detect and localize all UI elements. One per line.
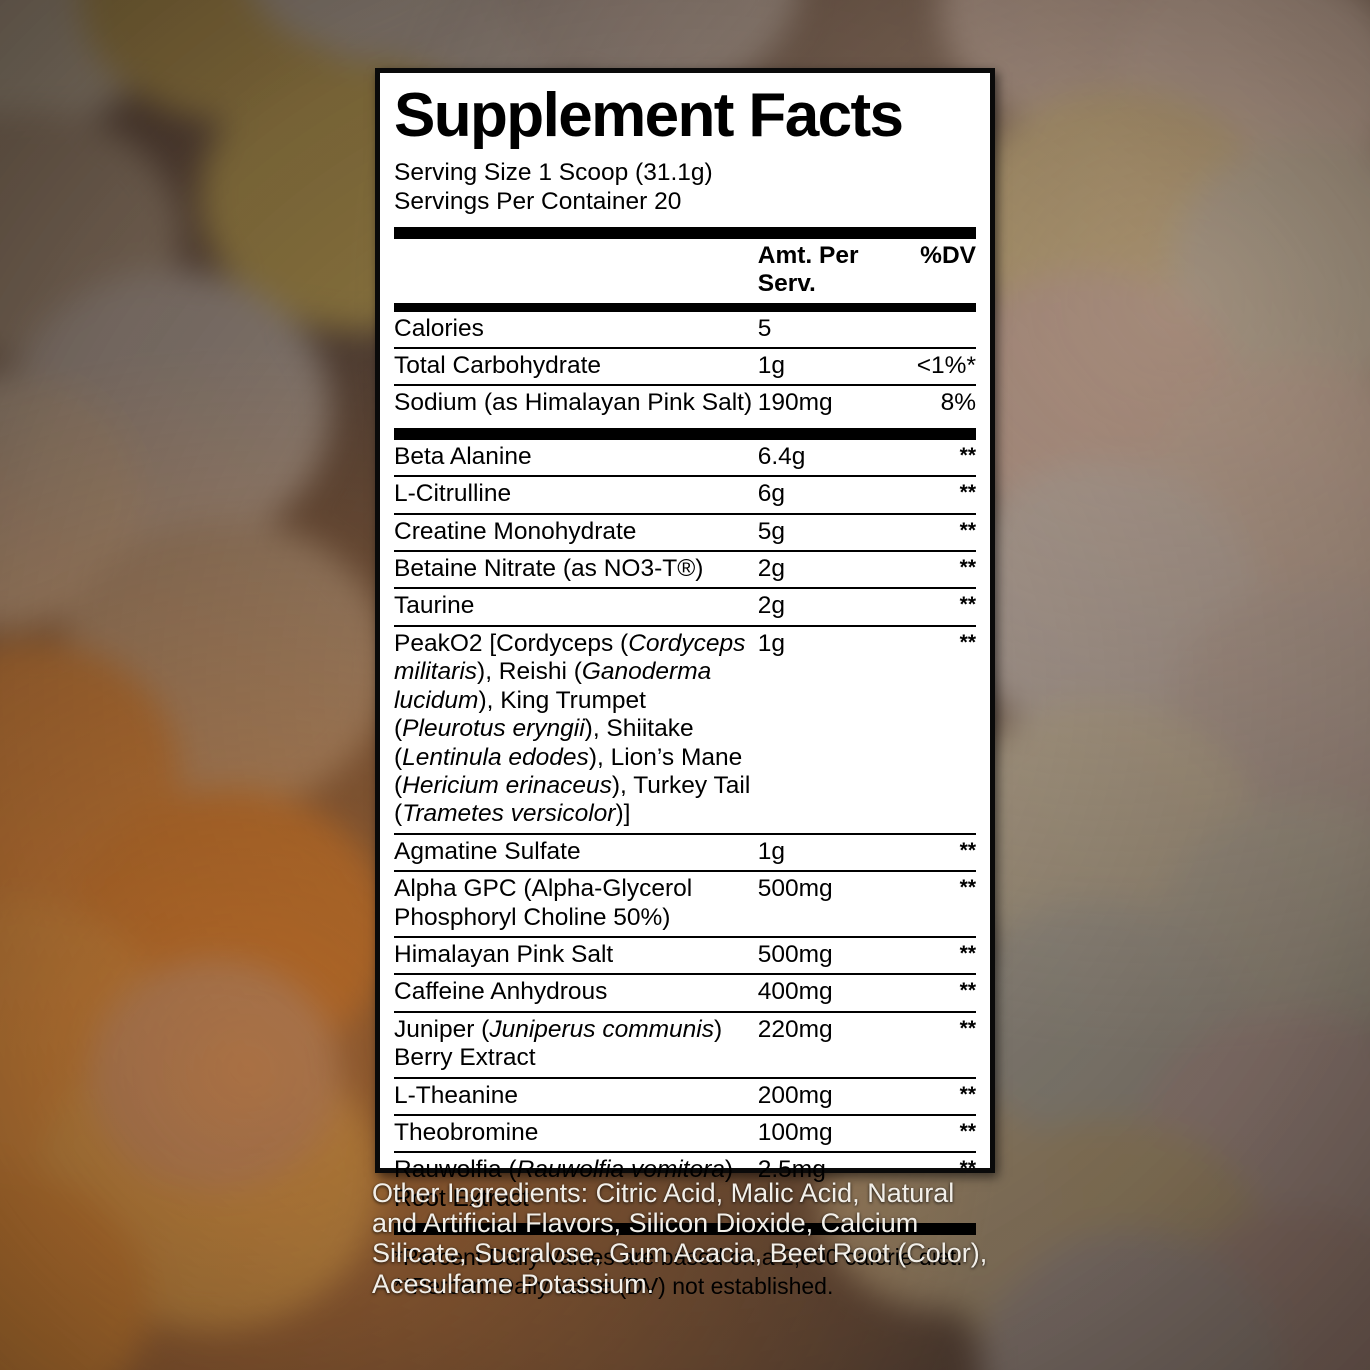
row-amount: 2.5mg (757, 1156, 826, 1184)
row-name: Alpha GPC (Alpha-Glycerol Phosphoryl Cho… (394, 871, 758, 938)
table-row: Caffeine Anhydrous 400mg ** (394, 974, 976, 1013)
row-dv: <1%* (897, 348, 976, 387)
table-row: Betaine Nitrate (as NO3-T®) 2g ** (394, 551, 976, 590)
table-row: Beta Alanine 6.4g ** (394, 439, 976, 478)
other-ingredients-line-4: Acesulfame Potassium. (372, 1268, 655, 1299)
row-amount: 1g (757, 833, 898, 873)
ingredients-table: Beta Alanine 6.4g ** L-Citrulline 6g ** … (394, 439, 976, 1217)
table-row: L-Citrulline 6g ** (394, 476, 976, 515)
table-row: Creatine Monohydrate 5g ** (394, 513, 976, 553)
divider-thick-middle (394, 427, 976, 440)
row-name: Theobromine (394, 1114, 758, 1154)
row-amount: 220mg (757, 1011, 898, 1079)
row-dv: ** (897, 833, 976, 873)
row-name: Taurine (394, 588, 758, 627)
serving-size-text: Serving Size 1 Scoop (31.1g) (394, 159, 713, 186)
row-name: Rauwolfia (Rauwolfia vomitora) Root Extr… (394, 1156, 734, 1212)
row-name: Himalayan Pink Salt (394, 936, 758, 976)
table-row: Alpha GPC (Alpha-Glycerol Phosphoryl Cho… (394, 871, 976, 938)
table-row: Calories 5 (394, 311, 976, 350)
row-amount: 2g (757, 551, 898, 590)
row-name: PeakO2 [Cordyceps (Cordyceps militaris),… (394, 625, 758, 835)
other-ingredients-line-2: and Artificial Flavors, Silicon Dioxide,… (372, 1208, 919, 1239)
row-amount: 500mg (757, 936, 898, 976)
other-ingredients-line-1: Other Ingredients: Citric Acid, Malic Ac… (372, 1178, 955, 1208)
row-name: L-Theanine (394, 1077, 758, 1116)
servings-per-container-text: Servings Per Container 20 (394, 187, 682, 215)
row-name: Betaine Nitrate (as NO3-T®) (394, 551, 758, 590)
table-row: Rauwolfia (Rauwolfia vomitora) Root Extr… (394, 1152, 976, 1217)
row-dv: ** (897, 974, 976, 1013)
row-dv: ** (897, 871, 976, 938)
row-dv: 8% (940, 389, 976, 417)
row-dv: ** (897, 625, 976, 835)
row-name: Caffeine Anhydrous (394, 974, 758, 1013)
divider-thick-bottom (394, 1223, 976, 1236)
row-amount: 100mg (757, 1114, 898, 1154)
supplement-facts-panel: Supplement Facts Serving Size 1 Scoop (3… (375, 68, 995, 1299)
row-amount: 190mg (757, 389, 833, 417)
table-row: Theobromine 100mg ** (394, 1114, 976, 1154)
row-name: Sodium (as Himalayan Pink Salt) (394, 389, 753, 417)
row-amount: 200mg (757, 1077, 898, 1116)
row-dv: ** (897, 1114, 976, 1154)
row-name: Juniper (Juniperus communis) Berry Extra… (394, 1011, 758, 1079)
table-row: Juniper (Juniperus communis) Berry Extra… (394, 1011, 976, 1079)
header-percent-dv: %DV (897, 238, 976, 305)
table-row: L-Theanine 200mg ** (394, 1077, 976, 1116)
row-dv: ** (897, 513, 976, 553)
row-amount: 1g (757, 348, 898, 387)
row-name: Creatine Monohydrate (394, 513, 758, 553)
header-amount-per-serving: Amt. Per Serv. (757, 238, 898, 305)
row-dv: ** (897, 551, 976, 590)
header-blank (394, 238, 758, 305)
table-row: Total Carbohydrate 1g <1%* (394, 348, 976, 387)
table-header-row: Amt. Per Serv. %DV (394, 238, 976, 305)
row-dv: ** (897, 936, 976, 976)
row-name: L-Citrulline (394, 476, 758, 515)
row-dv: ** (959, 1157, 976, 1181)
row-dv: ** (897, 476, 976, 515)
divider-medium-under-header (394, 304, 976, 312)
other-ingredients-block: Other Ingredients: Citric Acid, Malic Ac… (372, 1178, 1004, 1299)
row-amount: 5 (757, 311, 898, 350)
row-amount: 6.4g (757, 439, 898, 478)
row-amount: 500mg (757, 871, 898, 938)
row-amount: 5g (757, 513, 898, 553)
table-row: Himalayan Pink Salt 500mg ** (394, 936, 976, 976)
footnote-daily-values: *Percent Daily Values are based on a 2,0… (394, 1244, 963, 1271)
row-dv: ** (897, 588, 976, 627)
row-amount: 400mg (757, 974, 898, 1013)
other-ingredients-line-3: Silicate, Sucralose, Gum Acacia, Beet Ro… (372, 1238, 988, 1269)
table-row: PeakO2 [Cordyceps (Cordyceps militaris),… (394, 625, 976, 835)
row-amount: 6g (757, 476, 898, 515)
row-amount: 2g (757, 588, 898, 627)
page-title: Supplement Facts (394, 81, 904, 150)
row-name: Beta Alanine (394, 439, 758, 478)
row-dv: ** (897, 439, 976, 478)
row-dv (897, 311, 976, 350)
row-amount: 1g (757, 625, 898, 835)
footnotes: *Percent Daily Values are based on a 2,0… (394, 1235, 976, 1301)
nutrients-table: Calories 5 Total Carbohydrate 1g <1%* So… (394, 311, 976, 422)
supplement-facts-table: Amt. Per Serv. %DV (394, 238, 976, 305)
row-dv: ** (897, 1011, 976, 1079)
table-row: Sodium (as Himalayan Pink Salt) 190mg 8% (394, 385, 976, 421)
footnote-dv-not-established: **Percent Daily Value (DV) not establish… (394, 1273, 834, 1300)
table-row: Taurine 2g ** (394, 588, 976, 627)
row-dv: ** (897, 1077, 976, 1116)
row-name: Calories (394, 311, 758, 350)
divider-thick-top (394, 226, 976, 239)
row-name: Total Carbohydrate (394, 348, 758, 387)
table-row: Agmatine Sulfate 1g ** (394, 833, 976, 873)
row-name: Agmatine Sulfate (394, 833, 758, 873)
